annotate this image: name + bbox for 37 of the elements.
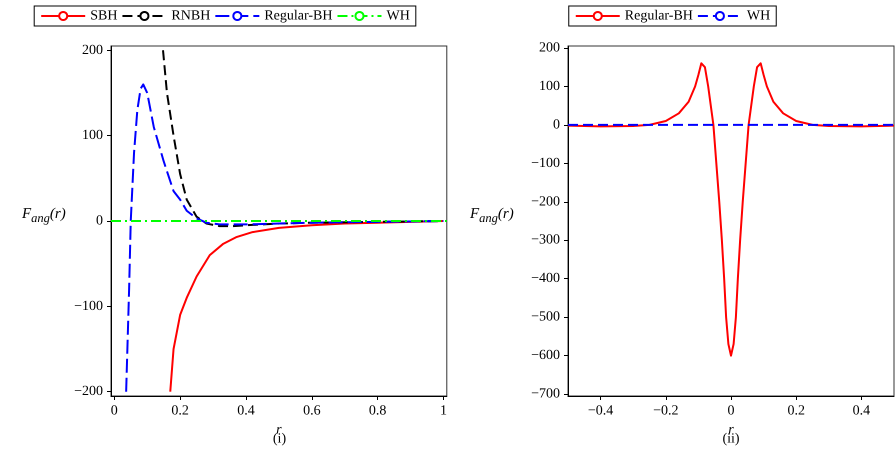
y-axis-title: F$_{ang}$(r): [22, 206, 66, 226]
x-tick-label: 0.8: [368, 404, 386, 418]
x-tick-label: −0.4: [588, 404, 614, 418]
legend-label: SBH: [90, 8, 118, 24]
y-tick-label: −200: [531, 194, 560, 210]
y-tick-label: −300: [531, 232, 560, 248]
x-tick-label: 0.2: [787, 404, 805, 418]
legend-label: Regular-BH: [264, 8, 332, 24]
x-tick-label: 0.4: [852, 404, 870, 418]
line-series: [169, 220, 444, 393]
y-tick-label: −700: [531, 386, 560, 402]
x-tick-label: 1: [440, 404, 447, 418]
x-tick-label: 0.4: [237, 404, 255, 418]
legend-label: Regular-BH: [624, 8, 693, 24]
x-tick-label: 0.2: [171, 404, 189, 418]
y-tick-label: −600: [531, 348, 560, 364]
line-series: [125, 83, 444, 393]
line-series: [567, 62, 895, 357]
y-tick-label: 0: [96, 214, 103, 228]
y-tick-label: 100: [539, 78, 560, 94]
y-tick-label: −500: [531, 310, 560, 325]
legend-label: RNBH: [171, 8, 210, 24]
legend-label: WH: [386, 8, 410, 24]
y-tick-label: −100: [531, 156, 560, 171]
x-tick-label: 0: [110, 404, 118, 418]
y-tick-label: 200: [539, 40, 560, 56]
y-tick-label: 200: [82, 42, 103, 58]
y-tick-label: 100: [82, 128, 103, 144]
y-tick-label: −200: [74, 384, 103, 400]
x-tick-label: 0: [728, 404, 734, 418]
y-axis-title: F$_{ang}$(r): [470, 206, 514, 226]
y-tick-label: −400: [531, 271, 560, 286]
y-tick-label: 0: [553, 117, 560, 132]
y-tick-label: −100: [74, 298, 103, 314]
x-tick-label: 0.6: [303, 404, 321, 418]
legend-label: WH: [746, 8, 770, 24]
x-tick-label: −0.2: [653, 404, 679, 418]
